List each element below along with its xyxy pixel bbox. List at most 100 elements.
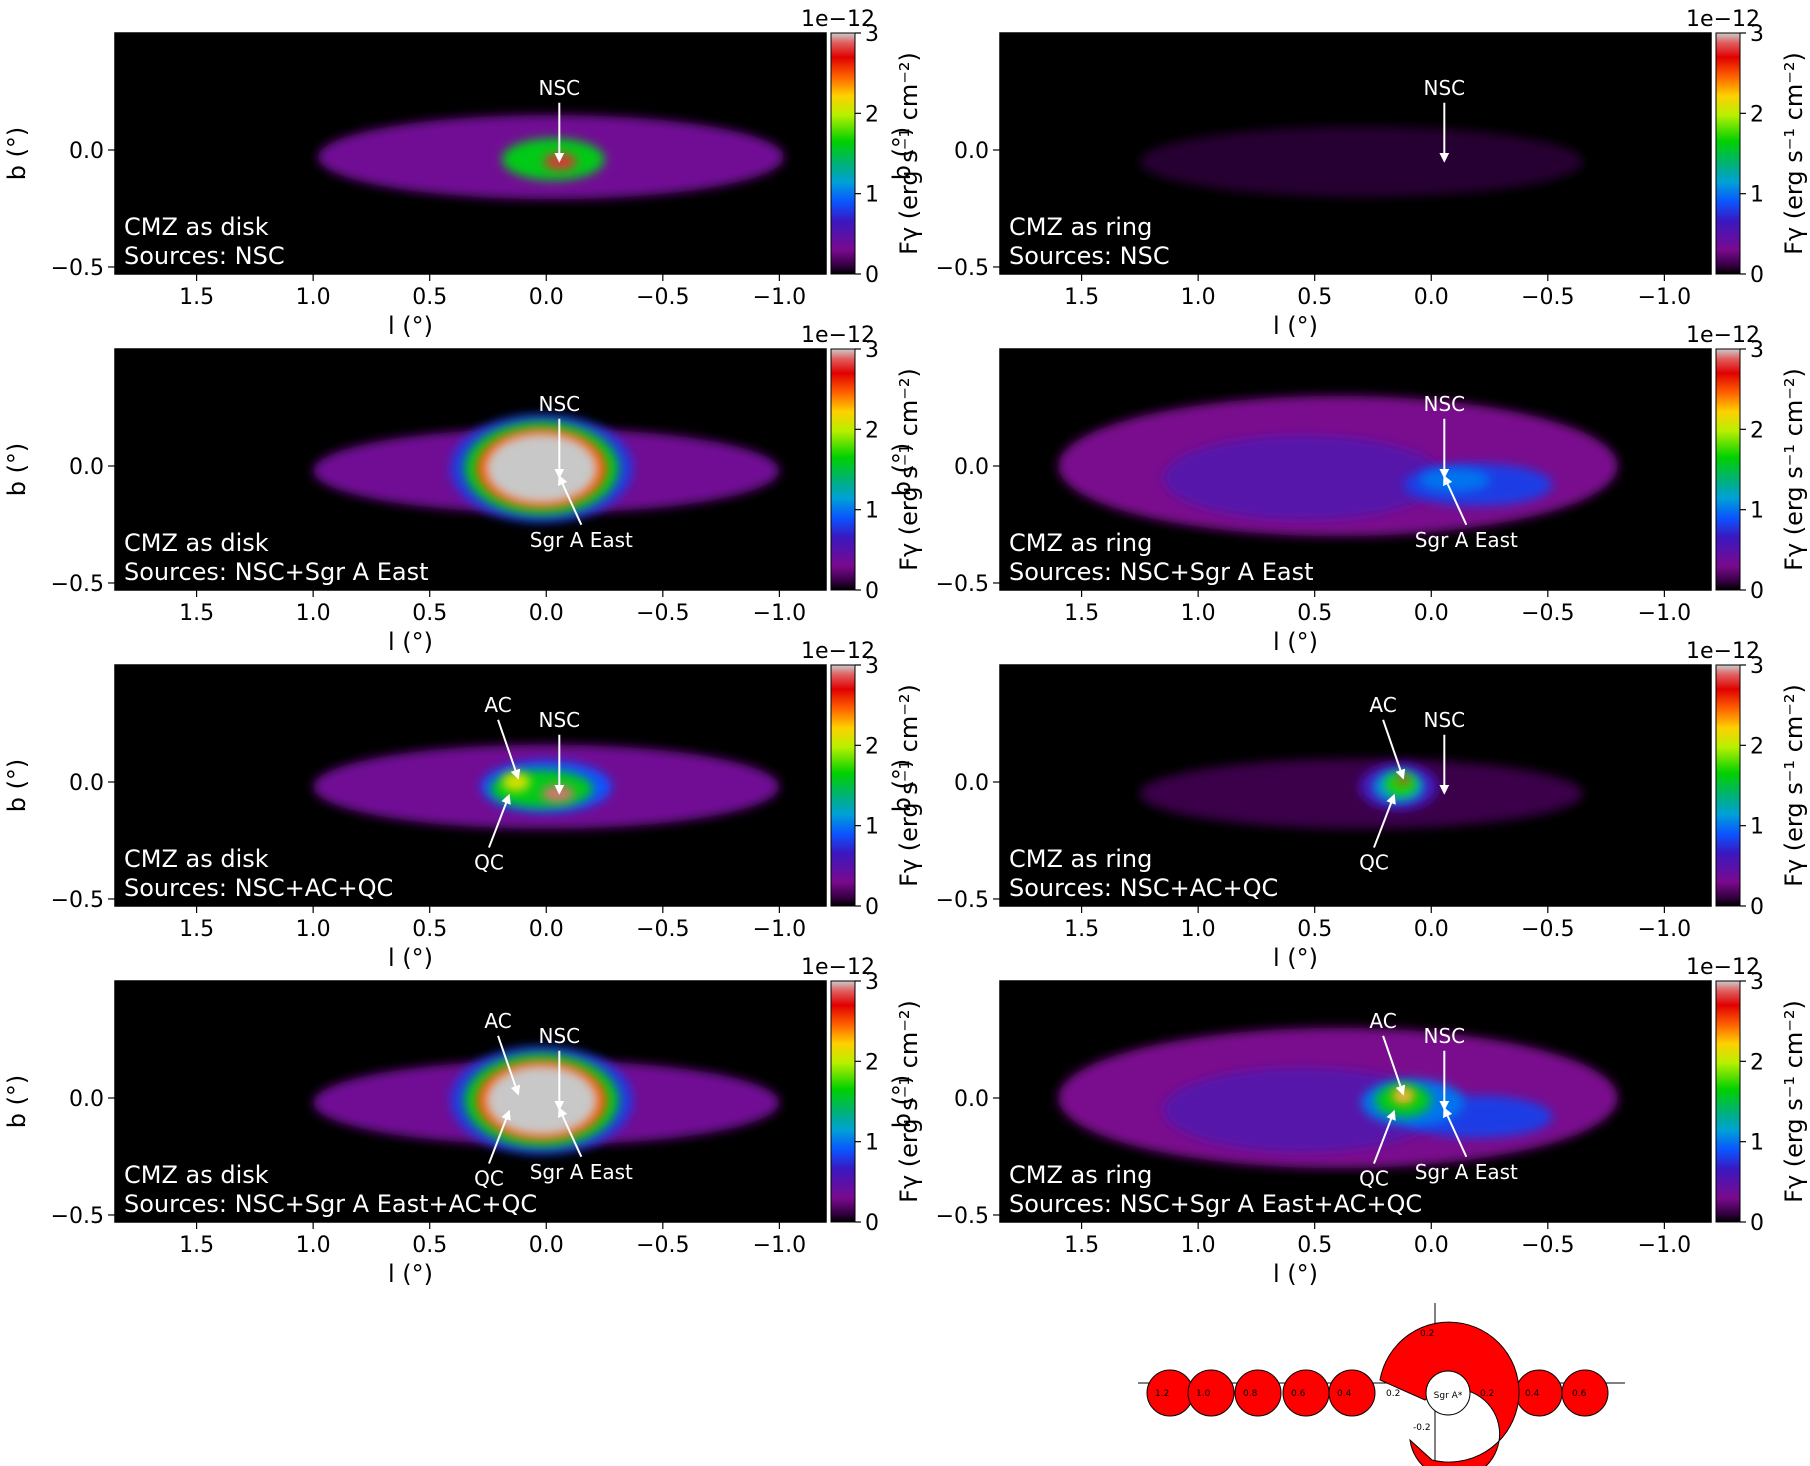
annotation-label: NSC: [539, 708, 581, 732]
sources-label: Sources: NSC+AC+QC: [1009, 874, 1278, 902]
sketch-cloud: [1234, 1369, 1282, 1417]
colorbar-tick-label: 2: [1750, 102, 1764, 127]
annotation-arrow: [1382, 1035, 1406, 1096]
annotation-label: QC: [1359, 851, 1389, 875]
y-axis-label: b (°): [888, 443, 916, 497]
colorbar: [1715, 980, 1741, 1223]
y-axis-label: b (°): [3, 127, 31, 181]
colorbar-tick-label: 1: [865, 815, 879, 840]
y-tick-label: −0.5: [936, 256, 989, 281]
x-tick-label: 1.5: [179, 1233, 214, 1258]
sketch-ring: [1379, 1321, 1520, 1466]
annotation-label: NSC: [539, 392, 581, 416]
y-axis-label: b (°): [3, 443, 31, 497]
colorbar-tick-label: 1: [1750, 499, 1764, 524]
x-tick-label: 0.0: [529, 601, 564, 626]
y-tick-label: 0.0: [69, 771, 104, 796]
annotation-label: Sgr A East: [530, 528, 633, 552]
annotation-arrow: [497, 719, 521, 780]
colorbar-tick-label: 0: [865, 895, 879, 920]
plot-frame: [999, 348, 1712, 591]
colorbar-label: Fγ (erg s⁻¹ cm⁻²): [1780, 684, 1808, 887]
colorbar-tick-label: 1: [1750, 1131, 1764, 1156]
x-tick-label: −1.0: [1638, 601, 1691, 626]
x-tick-label: 0.0: [1414, 1233, 1449, 1258]
panel-disk-nsc-sgra: 1.5 1.0 0.5 0.0 −0.5 −1.0 0.0 −0.5 l (°) b (°) CMZ…: [3, 323, 923, 656]
annotation-arrow: [488, 1109, 511, 1164]
sketch-cloud: [1328, 1369, 1376, 1417]
x-axis-label: l (°): [1273, 944, 1318, 972]
y-tick-label: −0.5: [51, 1204, 104, 1229]
x-tick-label: 1.0: [296, 601, 331, 626]
sources-label: Sources: NSC+Sgr A East: [124, 558, 429, 586]
plot-frame: [114, 348, 827, 591]
annotation-label: QC: [474, 851, 504, 875]
y-tick-label: 0.0: [69, 139, 104, 164]
x-tick-label: −0.5: [636, 285, 689, 310]
x-tick-label: 0.5: [1297, 285, 1332, 310]
x-tick-label: −1.0: [1638, 1233, 1691, 1258]
x-tick-label: 1.5: [179, 917, 214, 942]
x-tick-label: 1.0: [296, 917, 331, 942]
sketch-tick-label: 1.0: [1196, 1389, 1211, 1399]
y-tick-label: 0.0: [954, 1087, 989, 1112]
annotation-arrow: [1382, 719, 1406, 780]
x-tick-label: −1.0: [753, 1233, 806, 1258]
annotation-arrow: [558, 1106, 583, 1158]
flux-contour: [1419, 468, 1490, 492]
model-label: CMZ as disk: [124, 529, 269, 557]
colorbar-scale-label: 1e−12: [1686, 7, 1760, 32]
x-axis-label: l (°): [388, 1260, 433, 1288]
x-tick-label: −0.5: [1521, 1233, 1574, 1258]
colorbar-tick-label: 0: [865, 1211, 879, 1236]
colorbar: [830, 32, 856, 275]
colorbar-label: Fγ (erg s⁻¹ cm⁻²): [1780, 52, 1808, 255]
annotation-arrow: [1443, 1106, 1468, 1158]
x-tick-label: −0.5: [636, 1233, 689, 1258]
colorbar-scale-label: 1e−12: [1686, 955, 1760, 980]
colorbar-tick-label: 2: [865, 418, 879, 443]
sources-label: Sources: NSC+Sgr A East: [1009, 558, 1314, 586]
flux-contour: [485, 1065, 598, 1136]
x-tick-label: 1.0: [296, 1233, 331, 1258]
x-tick-label: −1.0: [753, 601, 806, 626]
x-tick-label: 0.0: [529, 1233, 564, 1258]
panel-disk-nsc-ac-qc: 1.5 1.0 0.5 0.0 −0.5 −1.0 0.0 −0.5 l (°) b (°) CMZ…: [3, 639, 923, 972]
colorbar-tick-label: 2: [1750, 1050, 1764, 1075]
plot-frame: [999, 980, 1712, 1223]
x-tick-label: 0.5: [412, 1233, 447, 1258]
colorbar-tick-label: 2: [1750, 734, 1764, 759]
x-tick-label: −1.0: [1638, 285, 1691, 310]
heatmap-image: [313, 744, 780, 829]
flux-contour: [541, 785, 575, 802]
colorbar-scale-label: 1e−12: [801, 7, 875, 32]
annotation-arrow: [1373, 1109, 1396, 1164]
annotation-label: NSC: [539, 1024, 581, 1048]
y-tick-label: 0.0: [954, 139, 989, 164]
annotation-label: NSC: [1424, 76, 1466, 100]
annotation-label: AC: [1369, 1009, 1396, 1033]
colorbar-tick-label: 0: [1750, 579, 1764, 604]
x-axis-label: l (°): [388, 312, 433, 340]
sketch-tick-label: 0.2: [1480, 1389, 1494, 1399]
colorbar-tick-label: 1: [1750, 815, 1764, 840]
colorbar-tick-label: 0: [865, 579, 879, 604]
y-tick-label: 0.0: [69, 1087, 104, 1112]
x-tick-label: 0.5: [1297, 1233, 1332, 1258]
x-tick-label: 1.0: [1181, 285, 1216, 310]
x-tick-label: 1.0: [1181, 1233, 1216, 1258]
colorbar-label: Fγ (erg s⁻¹ cm⁻²): [1780, 1000, 1808, 1203]
annotation-label: AC: [1369, 693, 1396, 717]
x-tick-label: 0.5: [412, 285, 447, 310]
colorbar-tick-label: 3: [1750, 970, 1764, 995]
annotation-label: NSC: [1424, 708, 1466, 732]
sketch-center-label: Sgr A*: [1434, 1391, 1463, 1401]
y-tick-label: −0.5: [51, 256, 104, 281]
x-tick-label: 0.5: [412, 601, 447, 626]
plot-frame: [999, 32, 1712, 275]
sources-label: Sources: NSC: [124, 242, 285, 270]
colorbar-label: Fγ (erg s⁻¹ cm⁻²): [895, 368, 923, 571]
heatmap-image: [1058, 1027, 1618, 1169]
colorbar-tick-label: 3: [865, 970, 879, 995]
